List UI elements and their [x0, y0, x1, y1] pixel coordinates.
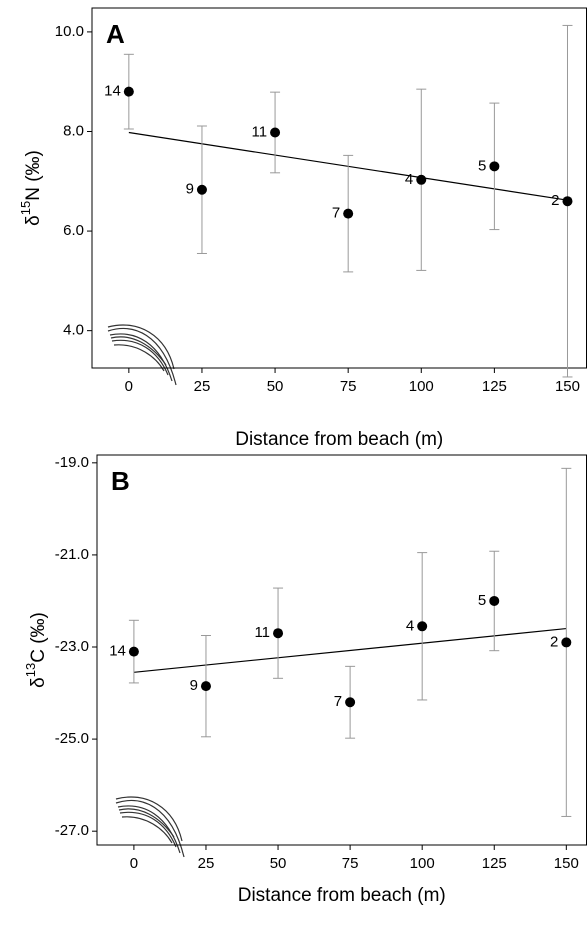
x-tick-label: 75	[342, 855, 359, 872]
point-label: 9	[190, 677, 198, 694]
x-axis-title: Distance from beach (m)	[238, 885, 446, 906]
plot-frame	[96, 454, 587, 846]
x-tick-label: 25	[198, 855, 215, 872]
point	[200, 681, 211, 692]
y-title-superscript: 15	[18, 201, 33, 215]
y-title-prefix: δ	[28, 677, 49, 688]
x-tick-label: 150	[554, 855, 579, 872]
point-label: 2	[550, 633, 558, 650]
y-title-prefix: δ	[23, 215, 44, 226]
point	[561, 637, 572, 648]
x-tick-label: 0	[130, 855, 138, 872]
point-label: 11	[251, 123, 267, 140]
point-label: 11	[254, 624, 270, 641]
y-tick-label: -23.0	[55, 638, 89, 655]
x-tick-label: 50	[270, 855, 287, 872]
point	[562, 196, 573, 207]
point-label: 4	[406, 617, 414, 634]
trend-line	[133, 627, 567, 673]
point	[489, 595, 500, 606]
plot-frame	[91, 7, 587, 369]
y-tick-label: 4.0	[63, 322, 84, 339]
seagrass-icon	[107, 324, 177, 386]
y-tick-label: 6.0	[63, 222, 84, 239]
y-axis-title: δ15N (‰)	[18, 150, 44, 226]
point-label: 14	[109, 643, 126, 660]
point	[273, 628, 284, 639]
point-label: 4	[405, 171, 413, 188]
point-label: 5	[478, 157, 486, 174]
point	[128, 646, 139, 657]
point	[489, 161, 500, 172]
y-tick-label: -21.0	[55, 546, 89, 563]
panel-label: A	[106, 19, 125, 49]
x-tick-label: 100	[410, 855, 435, 872]
x-tick-label: 125	[482, 855, 507, 872]
point-label: 5	[478, 592, 486, 609]
point	[196, 184, 207, 195]
y-title-suffix: N (‰)	[23, 150, 44, 201]
point	[270, 127, 281, 138]
point-label: 14	[104, 83, 121, 100]
y-tick-label: -27.0	[55, 822, 89, 839]
point-label: 2	[551, 192, 559, 209]
point-label: 7	[332, 205, 340, 222]
point	[416, 174, 427, 185]
x-tick-label: 75	[340, 378, 357, 395]
y-axis-title: δ13C (‰)	[23, 612, 49, 688]
x-tick-label: 150	[555, 378, 580, 395]
x-tick-label: 125	[482, 378, 507, 395]
x-tick-label: 0	[125, 378, 133, 395]
x-tick-label: 100	[409, 378, 434, 395]
point	[345, 697, 356, 708]
y-tick-label: 8.0	[63, 122, 84, 139]
panel-label: B	[111, 466, 130, 496]
y-tick-label: -19.0	[55, 454, 89, 471]
y-title-suffix: C (‰)	[28, 612, 49, 663]
point-label: 7	[334, 693, 342, 710]
y-title-superscript: 13	[23, 663, 38, 677]
x-tick-label: 50	[267, 378, 284, 395]
point	[123, 86, 134, 97]
x-axis-title: Distance from beach (m)	[235, 429, 443, 450]
y-tick-label: 10.0	[55, 23, 84, 40]
point-label: 9	[186, 181, 194, 198]
y-tick-label: -25.0	[55, 730, 89, 747]
point	[343, 208, 354, 219]
point	[417, 621, 428, 632]
seagrass-icon	[115, 796, 185, 858]
x-tick-label: 25	[194, 378, 211, 395]
